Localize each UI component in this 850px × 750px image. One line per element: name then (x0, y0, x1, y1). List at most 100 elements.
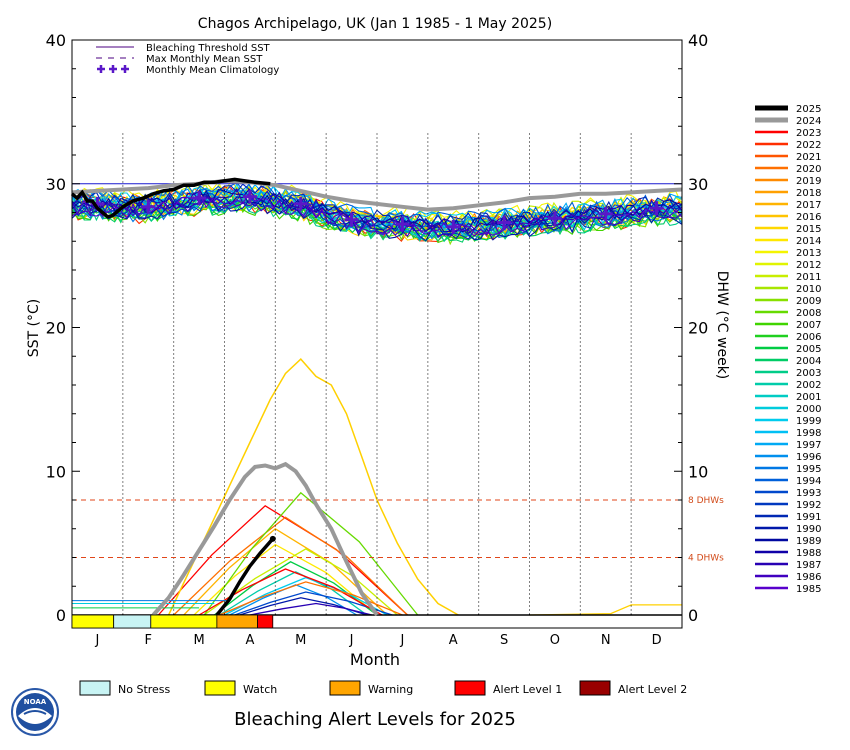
plot-frame (71, 39, 683, 629)
year-label: 2014 (796, 236, 821, 247)
alert-level-bar (71, 614, 274, 629)
year-label: 2022 (796, 140, 821, 151)
month-label: S (500, 633, 508, 648)
climatology-marker (141, 199, 156, 214)
sst-line-2025 (70, 177, 271, 219)
alert-legend-label: Alert Level 2 (618, 683, 687, 696)
y-tick-label: 0 (688, 606, 698, 625)
climatology-marker (598, 206, 613, 221)
year-label: 1994 (796, 476, 821, 487)
highlight-series (70, 177, 683, 617)
year-label: 1990 (796, 524, 821, 535)
dhw-line-1993 (234, 591, 393, 616)
year-label: 2002 (796, 380, 821, 391)
alert-segment (113, 614, 152, 629)
year-label: 2011 (796, 272, 821, 283)
alert-legend-swatch (204, 680, 236, 696)
year-label: 2024 (796, 116, 821, 127)
right-y-axis: 0 10 20 30 40 (674, 31, 708, 625)
dhw-line-2023 (198, 568, 383, 616)
threshold-lines: 8 DHWs 4 DHWs (72, 183, 724, 564)
alert-legend: No Stress Watch Warning Alert Level 1 Alert … (79, 680, 687, 696)
year-label: 2023 (796, 128, 821, 139)
y-tick-label: 20 (46, 319, 66, 338)
climatology-marker (344, 212, 359, 227)
year-label: 2007 (796, 320, 821, 331)
sst-line-2000 (71, 195, 683, 239)
year-label: 2008 (796, 308, 821, 319)
month-label: J (94, 633, 99, 648)
y-tick-label: 40 (46, 31, 66, 50)
year-label: 2021 (796, 152, 821, 163)
year-label: 2025 (796, 104, 821, 115)
year-label: 2003 (796, 368, 821, 379)
y-tick-label: 10 (688, 462, 708, 481)
year-label: 2012 (796, 260, 821, 271)
climatology-marker (242, 189, 257, 204)
year-label: 2010 (796, 284, 821, 295)
year-label: 2001 (796, 392, 821, 403)
year-label: 2018 (796, 188, 821, 199)
alert-legend-label: Watch (243, 683, 277, 696)
dhw-line-peak (167, 358, 459, 616)
y-tick-label: 30 (46, 175, 66, 194)
alert-legend-swatch (79, 680, 111, 696)
y-tick-label: 30 (688, 175, 708, 194)
year-label: 2013 (796, 248, 821, 259)
dhw-line-2014 (193, 543, 378, 616)
climatology-marker (192, 191, 207, 206)
year-label: 1996 (796, 452, 821, 463)
dhw-line-2020 (173, 516, 408, 616)
alert-legend-label: Warning (368, 683, 413, 696)
year-label: 2006 (796, 332, 821, 343)
climatology-marker (649, 201, 664, 216)
month-gridlines (72, 133, 682, 616)
year-label: 1988 (796, 548, 821, 559)
alert-segment (71, 614, 115, 629)
month-label: O (550, 633, 560, 648)
alert-segment (257, 614, 274, 629)
y-tick-label: 40 (688, 31, 708, 50)
y-axis-right-label: DHW (°C week) (714, 271, 730, 380)
month-label: A (449, 633, 458, 648)
alert-legend-label: No Stress (118, 683, 171, 696)
dhw-line-2008 (203, 491, 419, 616)
year-label: 1989 (796, 536, 821, 547)
month-label: J (349, 633, 354, 648)
year-label: 2017 (796, 200, 821, 211)
climatology-marker (497, 215, 512, 230)
dhw-line-1987 (249, 602, 373, 616)
alert-segment (150, 614, 218, 629)
dhw-line-2011 (203, 548, 398, 616)
year-label: 1999 (796, 416, 821, 427)
year-label: 2004 (796, 356, 821, 367)
month-label: M (295, 633, 306, 648)
dhw-line-2020 (219, 581, 403, 616)
climatology-marker (446, 219, 461, 234)
year-label: 1997 (796, 440, 821, 451)
dhw-line-2002 (219, 571, 368, 616)
month-label: N (601, 633, 611, 648)
sst-line-1999 (71, 182, 683, 228)
dhw-level-label: 4 DHWs (688, 554, 724, 564)
alert-legend-swatch (579, 680, 611, 696)
month-label: M (193, 633, 204, 648)
year-label: 2016 (796, 212, 821, 223)
year-label: 1992 (796, 500, 821, 511)
year-legend: 2025202420232022202120202019201820172016… (755, 104, 821, 595)
legend-label: Monthly Mean Climatology (146, 65, 279, 76)
alert-legend-label: Alert Level 1 (493, 683, 562, 696)
dhw-line-2025 (215, 537, 275, 617)
dhw-history-lines (72, 358, 682, 616)
y-tick-label: 0 (56, 606, 66, 625)
month-label: F (145, 633, 152, 648)
year-label: 1985 (796, 584, 821, 595)
climatology-marker (293, 196, 308, 211)
legend-label: Bleaching Threshold SST (146, 43, 271, 54)
y-tick-label: 20 (688, 319, 708, 338)
alert-legend-swatch (454, 680, 486, 696)
dhw-line-2023 (157, 504, 408, 616)
